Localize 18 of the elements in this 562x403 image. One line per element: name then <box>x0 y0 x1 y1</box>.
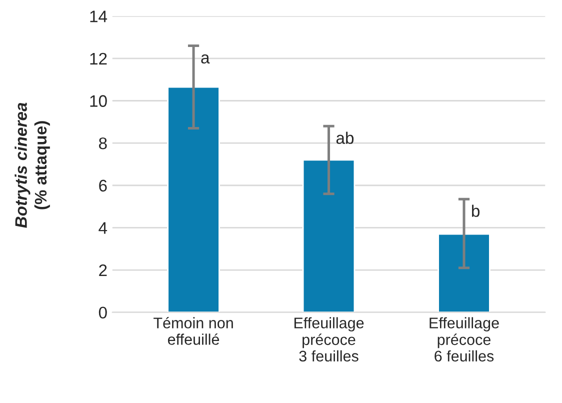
y-tick-label: 2 <box>99 264 107 276</box>
x-tick-label: Effeuillage précoce 6 feuilles <box>430 317 499 362</box>
x-tick-label: Effeuillage précoce 3 feuilles <box>294 317 364 362</box>
x-tick-label: Témoin non effeuillé <box>154 317 233 345</box>
annotation: a <box>201 54 210 64</box>
y-axis-title: Botrytis cinerea (% attaque) <box>14 102 50 228</box>
y-tick-label: 8 <box>98 137 107 150</box>
y-tick-label: 0 <box>98 306 107 319</box>
y-tick-label: 4 <box>98 222 108 234</box>
annotation: ab <box>336 132 354 144</box>
bar <box>438 233 490 312</box>
annotation: b <box>472 204 480 217</box>
bar <box>302 159 356 312</box>
y-tick-label: 14 <box>90 10 108 22</box>
y-tick-label: 6 <box>99 180 107 192</box>
bar <box>167 86 220 312</box>
y-tick-label: 12 <box>90 52 107 64</box>
y-tick-label: 10 <box>90 95 107 107</box>
